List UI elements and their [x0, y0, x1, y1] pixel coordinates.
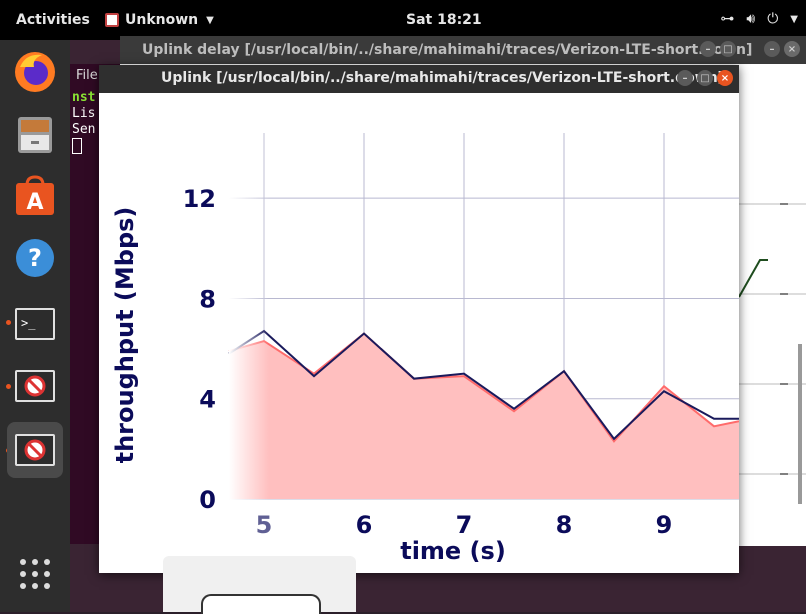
terminal-output: nst Lis Sen [72, 90, 95, 159]
x-tick-label: 8 [556, 511, 573, 539]
svg-text:A: A [26, 190, 43, 215]
y-tick-label: 4 [199, 386, 216, 414]
software-icon: A [16, 175, 54, 215]
top-bar: Activities Unknown ▼ Sat 18:21 ⊶ 🔊︎ ⏻ ▼ [0, 0, 806, 40]
terminal-line: Lis [72, 106, 96, 121]
dock-item-terminal[interactable]: >_ [7, 296, 63, 352]
chevron-down-icon: ▼ [790, 13, 798, 25]
system-tray[interactable]: ⊶ 🔊︎ ⏻ ▼ [720, 11, 798, 27]
throughput-chart: 0 4 8 12 5 6 7 8 9 time (s) throughput (Mbps) [111, 133, 739, 565]
bottom-popup [163, 556, 356, 614]
capacity-area [229, 333, 739, 499]
files-icon [18, 117, 52, 153]
svg-text:?: ? [28, 244, 42, 272]
minimize-icon[interactable]: – [677, 70, 693, 86]
y-tick-label: 8 [199, 285, 216, 313]
x-tick-label: 6 [356, 511, 373, 539]
show-applications-button[interactable] [7, 546, 63, 602]
app-menu-label: Unknown [125, 12, 199, 28]
network-icon: ⊶ [720, 11, 735, 27]
mahimahi-icon [15, 434, 55, 466]
activities-button[interactable]: Activities [16, 12, 90, 28]
x-axis-label: time (s) [400, 537, 506, 565]
fade-overlay [229, 133, 269, 503]
app-menu[interactable]: Unknown ▼ [105, 12, 214, 28]
terminal-menu-file[interactable]: File [76, 68, 98, 83]
close-icon[interactable]: × [717, 70, 733, 86]
dock: A ? >_ [0, 40, 70, 612]
uplink-window-title: Uplink [/usr/local/bin/../share/mahimahi… [161, 70, 725, 86]
throughput-line [228, 329, 739, 441]
firefox-icon [15, 52, 55, 92]
delay-line [738, 259, 768, 298]
power-icon: ⏻ [767, 11, 779, 27]
dock-item-mahimahi-1[interactable] [7, 358, 63, 414]
delay-window-title: Uplink delay [/usr/local/bin/../share/ma… [142, 42, 753, 58]
bottom-popup-inner [201, 594, 321, 614]
y-tick-label: 0 [199, 486, 216, 514]
terminal-icon: >_ [15, 308, 55, 340]
clock[interactable]: Sat 18:21 [406, 12, 482, 28]
scrollbar[interactable] [798, 344, 802, 504]
app-icon [105, 13, 119, 27]
dock-item-firefox[interactable] [7, 44, 63, 100]
delay-window-titlebar[interactable]: Uplink delay [/usr/local/bin/../share/ma… [120, 36, 806, 64]
mahimahi-icon [15, 370, 55, 402]
terminal-line: nst [72, 90, 96, 105]
minimize-icon[interactable]: – [700, 41, 716, 57]
maximize-icon[interactable]: □ [720, 41, 736, 57]
help-icon: ? [16, 239, 54, 277]
x-tick-label: 5 [256, 511, 273, 539]
app-grid-icon [20, 559, 50, 589]
volume-icon: 🔊︎ [746, 11, 756, 27]
delay-chart-partial [738, 203, 806, 504]
dock-item-mahimahi-2[interactable] [7, 422, 63, 478]
terminal-cursor [72, 138, 82, 154]
maximize-icon[interactable]: □ [697, 70, 713, 86]
x-tick-label: 9 [656, 511, 673, 539]
y-axis-label: throughput (Mbps) [111, 207, 139, 464]
uplink-window[interactable]: Uplink [/usr/local/bin/../share/mahimahi… [99, 65, 739, 573]
terminal-line: Sen [72, 122, 96, 137]
running-indicator [6, 384, 11, 389]
y-tick-label: 12 [183, 185, 216, 213]
svg-text:>_: >_ [21, 316, 36, 330]
uplink-window-titlebar[interactable]: Uplink [/usr/local/bin/../share/mahimahi… [99, 65, 739, 93]
x-tick-label: 7 [456, 511, 473, 539]
dock-item-software[interactable]: A [7, 168, 63, 224]
close-icon[interactable]: × [784, 41, 800, 57]
minimize-icon[interactable]: – [764, 41, 780, 57]
dock-item-help[interactable]: ? [7, 230, 63, 286]
chevron-down-icon: ▼ [206, 14, 214, 26]
running-indicator [6, 320, 11, 325]
dock-item-files[interactable] [7, 106, 63, 162]
